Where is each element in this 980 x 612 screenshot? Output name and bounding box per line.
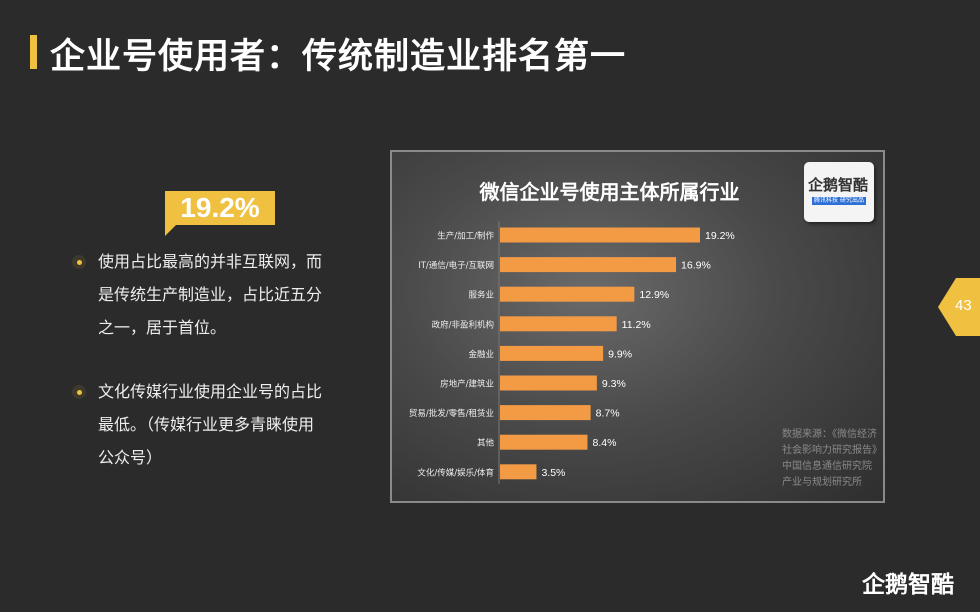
- value-label: 9.3%: [602, 378, 626, 390]
- category-label: 服务业: [468, 290, 494, 301]
- callout-tail: [165, 224, 177, 236]
- source-line: 产业与规划研究所: [782, 477, 862, 488]
- page-tab-icon: [938, 278, 980, 336]
- bullet-line: 使用占比最高的并非互联网，而: [98, 252, 323, 271]
- bar-chart: 生产/加工/制作 19.2% IT/通信/电子/互联网 16.9% 服务业 12.9% 政府…: [409, 221, 735, 484]
- data-source: 数据来源：《微信经济 社会影响力研究报告》 中国信息通信研究院 产业与规划研究所: [782, 427, 882, 491]
- value-label: 3.5%: [541, 467, 565, 479]
- category-label: 贸易/批发/零售/租赁业: [409, 408, 494, 419]
- logo-subtitle: 腾讯科技 研究出品: [812, 197, 866, 205]
- value-label: 19.2%: [705, 230, 735, 242]
- bullet-line: 公众号）: [98, 448, 163, 467]
- bar: [500, 434, 588, 450]
- chart-title: 微信企业号使用主体所属行业: [479, 180, 740, 204]
- bar: [500, 316, 617, 332]
- value-label: 11.2%: [622, 319, 651, 331]
- value-label: 16.9%: [681, 260, 711, 272]
- value-label: 8.4%: [593, 437, 617, 449]
- category-label: IT/通信/电子/互联网: [418, 260, 494, 271]
- category-label: 文化/传媒/娱乐/体育: [417, 467, 494, 478]
- category-label: 房地产/建筑业: [440, 379, 494, 390]
- bullet-text-2: 文化传媒行业使用企业号的占比 最低。（传媒行业更多青睐使用 公众号）: [98, 375, 358, 474]
- bar: [500, 405, 591, 421]
- bullet-dot-icon: [72, 255, 86, 269]
- category-label: 政府/非盈利机构: [432, 319, 494, 330]
- bullet-line: 之一，居于首位。: [98, 318, 227, 337]
- bar: [500, 286, 635, 302]
- category-label: 金融业: [468, 349, 494, 360]
- category-label: 生产/加工/制作: [437, 231, 494, 242]
- title-accent-bar: [30, 35, 37, 69]
- value-label: 12.9%: [639, 289, 669, 301]
- chart-panel: 生产/加工/制作 19.2% IT/通信/电子/互联网 16.9% 服务业 12.9% 政府…: [390, 150, 885, 503]
- value-label: 9.9%: [608, 348, 632, 360]
- bullet-dot-icon: [72, 385, 86, 399]
- bar: [500, 464, 537, 480]
- bar: [500, 375, 597, 391]
- footer-brand-logo: 企鹅智酷: [862, 572, 954, 598]
- source-line: 数据来源：《微信经济: [782, 429, 877, 440]
- logo-text: 企鹅智酷: [808, 176, 869, 194]
- page-number: 43: [955, 297, 972, 314]
- bullet-line: 最低。（传媒行业更多青睐使用: [98, 415, 315, 434]
- source-line: 中国信息通信研究院: [782, 461, 872, 472]
- page-title: 企业号使用者：传统制造业排名第一: [50, 37, 627, 77]
- category-label: 其他: [477, 438, 495, 449]
- source-line: 社会影响力研究报告》: [782, 445, 882, 456]
- logo-badge: 企鹅智酷 腾讯科技 研究出品: [804, 162, 874, 222]
- bar: [500, 227, 700, 243]
- value-label: 8.7%: [596, 408, 620, 420]
- highlight-callout: 19.2%: [165, 191, 275, 225]
- bullet-text-1: 使用占比最高的并非互联网，而 是传统生产制造业，占比近五分 之一，居于首位。: [98, 245, 358, 344]
- bar: [500, 345, 604, 361]
- bullet-line: 文化传媒行业使用企业号的占比: [98, 382, 323, 401]
- bar: [500, 257, 677, 273]
- bullet-line: 是传统生产制造业，占比近五分: [98, 285, 323, 304]
